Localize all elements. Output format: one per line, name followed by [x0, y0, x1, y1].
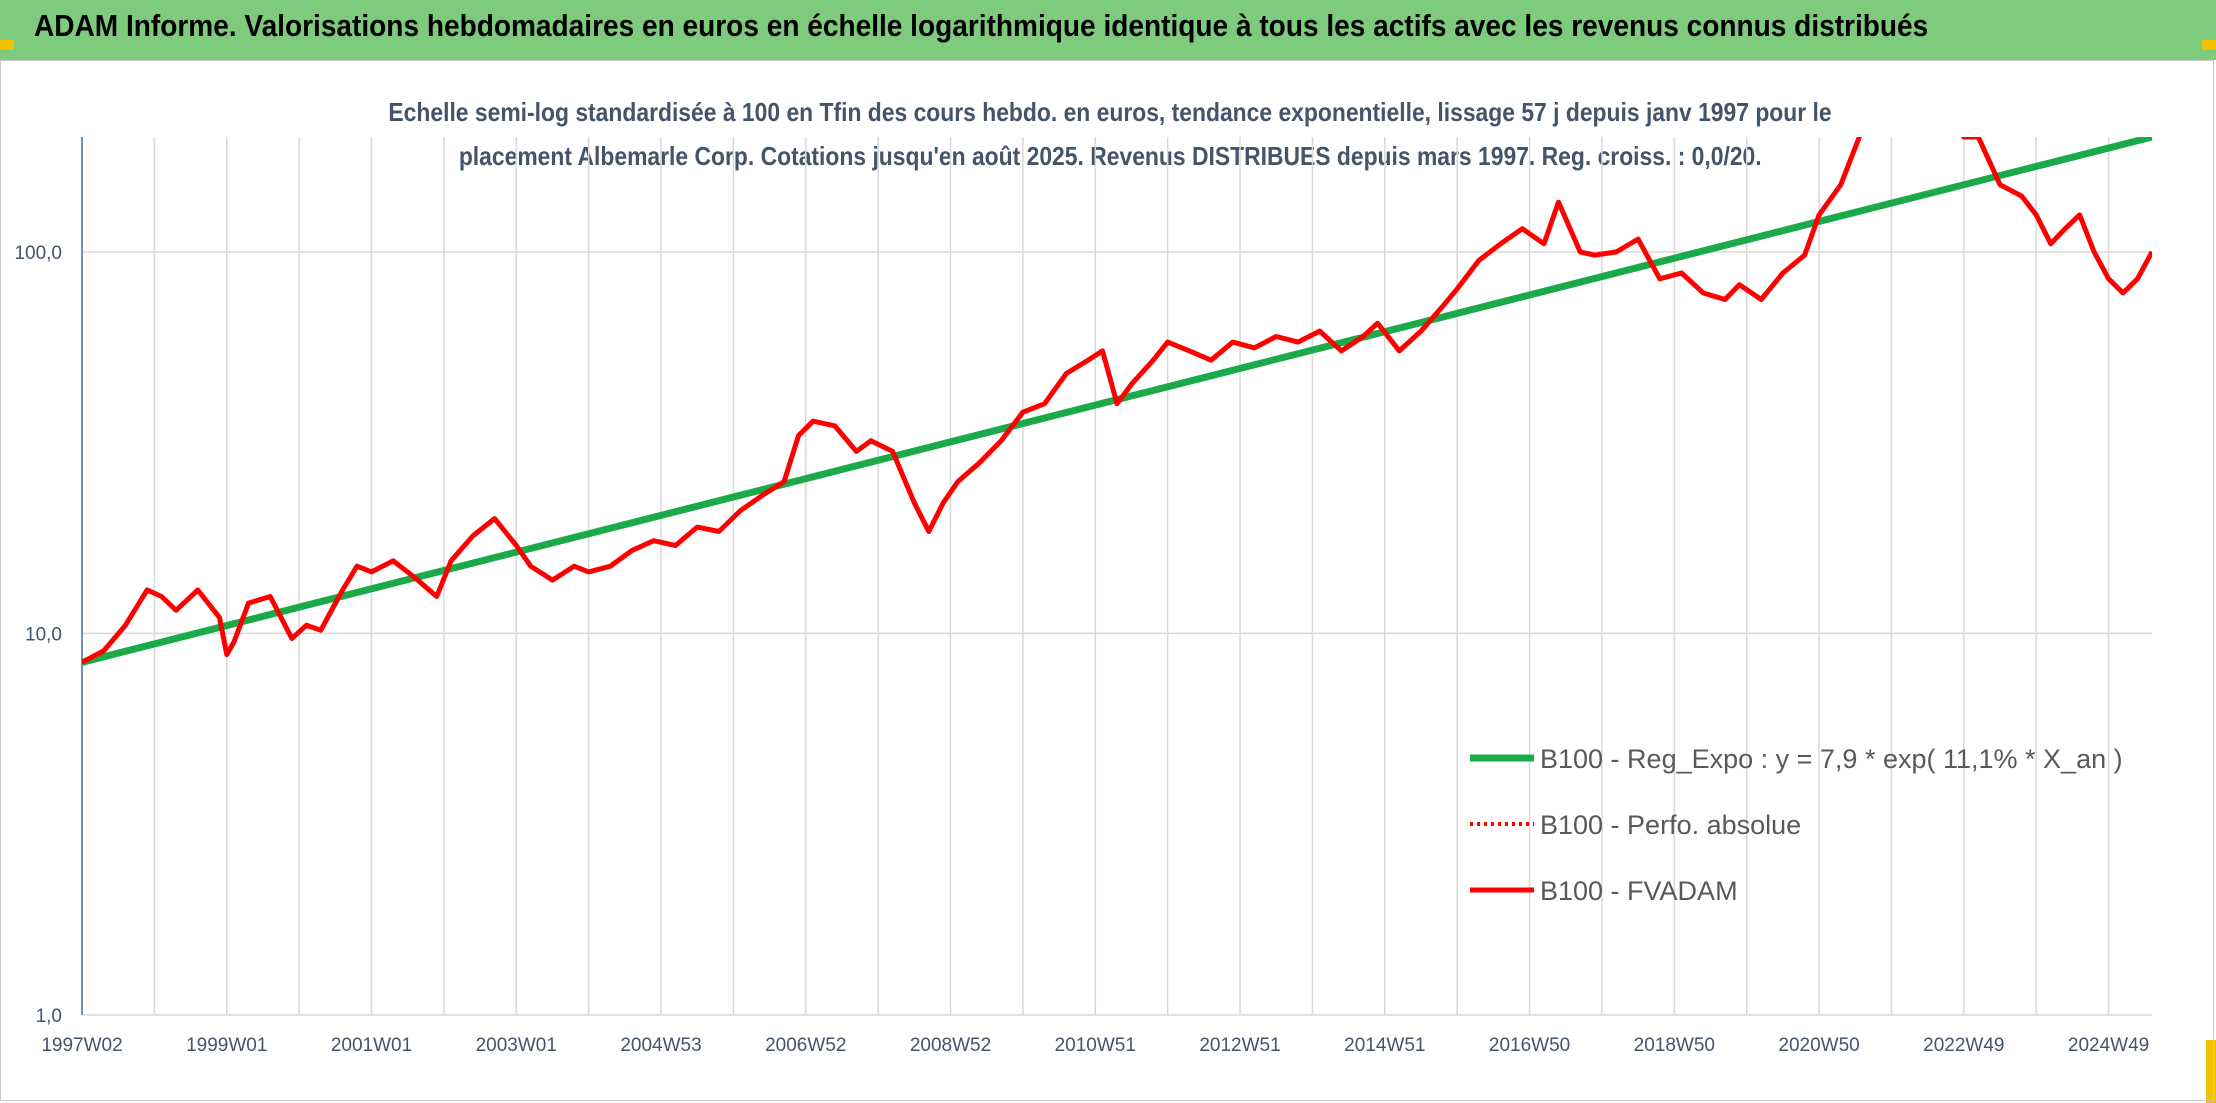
- series-layer: [82, 137, 2152, 666]
- x-tick-label: 2018W50: [1634, 1035, 1715, 1056]
- x-tick-label: 2010W51: [1055, 1035, 1136, 1056]
- x-tick-label: 1999W01: [186, 1035, 267, 1056]
- x-tick-label: 2014W51: [1344, 1035, 1425, 1056]
- x-tick-label: 2008W52: [910, 1035, 991, 1056]
- x-tick-label: 2006W52: [765, 1035, 846, 1056]
- chart-subtitle-line-1: Echelle semi-log standardisée à 100 en T…: [388, 97, 1832, 127]
- chart-subtitle-line-2: placement Albemarle Corp. Cotations jusq…: [458, 141, 1762, 171]
- corner-accent-bottom-right: [2206, 1040, 2216, 1103]
- legend-label: B100 - Perfo. absolue: [1540, 810, 1801, 840]
- chart-subtitle: Echelle semi-log standardisée à 100 en T…: [180, 90, 2040, 178]
- corner-accent-top-right: [2202, 40, 2216, 50]
- x-tick-label: 2022W49: [1923, 1035, 2004, 1056]
- x-tick-label: 2004W53: [620, 1035, 701, 1056]
- legend-label: B100 - Reg_Expo : y = 7,9 * exp( 11,1% *…: [1540, 744, 2123, 774]
- report-title: ADAM Informe. Valorisations hebdomadaire…: [34, 8, 1929, 43]
- corner-accent-top-left: [0, 40, 14, 50]
- legend: B100 - Reg_Expo : y = 7,9 * exp( 11,1% *…: [1470, 744, 2123, 906]
- y-tick-label: 1,0: [36, 1006, 62, 1027]
- report-header: ADAM Informe. Valorisations hebdomadaire…: [0, 0, 2216, 60]
- y-tick-label: 100,0: [14, 243, 62, 264]
- y-tick-label: 10,0: [25, 624, 62, 645]
- grid-layer: [81, 137, 2152, 1016]
- x-tick-label: 2012W51: [1199, 1035, 1280, 1056]
- x-tick-label: 2001W01: [331, 1035, 412, 1056]
- y-tick-labels: 1,0 10,0 100,0: [14, 243, 62, 1027]
- legend-label: B100 - FVADAM: [1540, 876, 1738, 906]
- x-tick-labels: 1997W02 1999W01 2001W01 2003W01 2004W53 2006W…: [41, 1035, 2149, 1056]
- x-tick-label: 2024W49: [2068, 1035, 2149, 1056]
- x-tick-label: 2016W50: [1489, 1035, 1570, 1056]
- chart-frame: [0, 60, 2214, 1101]
- x-tick-label: 2003W01: [476, 1035, 557, 1056]
- x-tick-label: 1997W02: [41, 1035, 122, 1056]
- x-tick-label: 2020W50: [1778, 1035, 1859, 1056]
- series-line-fvadam: [82, 137, 2152, 665]
